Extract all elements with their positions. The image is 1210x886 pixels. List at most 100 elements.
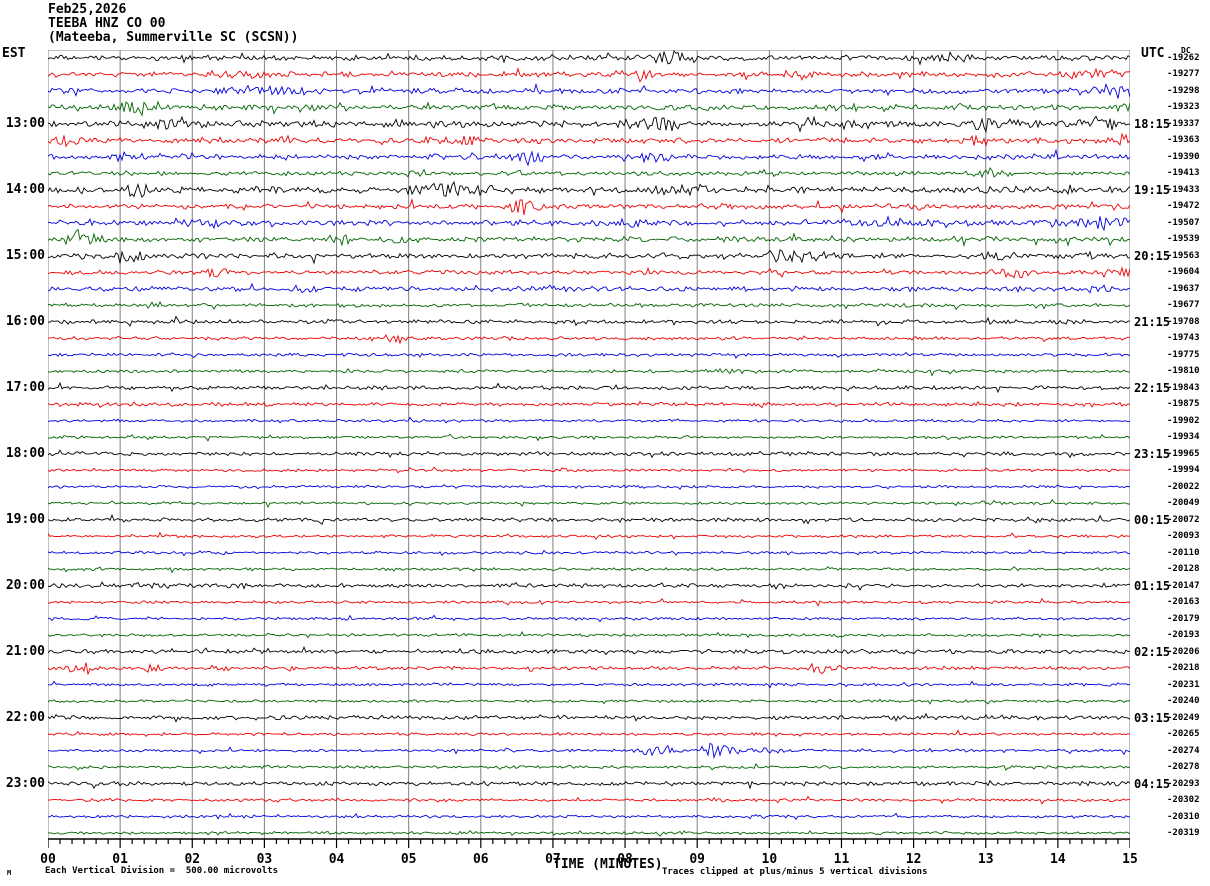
station-location: (Mateeba, Summerville SC (SCSN)) bbox=[48, 30, 299, 45]
dc-offset-value: -19810 bbox=[1167, 366, 1200, 377]
trace-row-3 bbox=[48, 82, 1130, 99]
dc-offset-value: -19775 bbox=[1167, 349, 1200, 360]
trace-row-42 bbox=[48, 729, 1130, 737]
dc-offset-value: -19875 bbox=[1167, 399, 1200, 410]
dc-offset-value: -20278 bbox=[1167, 762, 1200, 773]
x-tick-label: 06 bbox=[472, 852, 489, 867]
dc-offset-value: -20218 bbox=[1167, 663, 1200, 674]
trace-row-22 bbox=[48, 400, 1130, 409]
trace-row-36 bbox=[48, 631, 1130, 639]
x-tick-label: 15 bbox=[1122, 852, 1138, 867]
x-tick-label: 09 bbox=[689, 852, 706, 867]
dc-offset-value: -20206 bbox=[1167, 646, 1200, 657]
dc-offset-value: -19965 bbox=[1167, 448, 1200, 459]
trace-row-9 bbox=[48, 180, 1130, 198]
plot-date: Feb25,2026 bbox=[48, 2, 127, 17]
scale-note: Each Vertical Division = 500.00 microvol… bbox=[45, 866, 278, 876]
utc-hour-label: 04:15 bbox=[1134, 776, 1171, 791]
dc-offset-value: -19677 bbox=[1167, 300, 1200, 311]
left-hour-label: 17:00 bbox=[5, 379, 45, 395]
trace-row-14 bbox=[48, 266, 1130, 279]
trace-row-15 bbox=[48, 282, 1130, 294]
dc-offset-value: -20110 bbox=[1167, 547, 1200, 558]
left-hour-label: 19:00 bbox=[5, 511, 45, 527]
trace-row-44 bbox=[48, 762, 1130, 771]
trace-row-35 bbox=[48, 614, 1130, 623]
trace-row-4 bbox=[48, 100, 1130, 117]
dc-offset-value: -19507 bbox=[1167, 217, 1200, 228]
left-hour-label: 14:00 bbox=[5, 181, 45, 197]
clip-note: Traces clipped at plus/minus 5 vertical … bbox=[662, 867, 928, 877]
utc-hour-label: 18:15 bbox=[1134, 116, 1171, 131]
x-tick-label: 02 bbox=[184, 852, 201, 867]
dc-offset-value: -19413 bbox=[1167, 168, 1200, 179]
dc-offset-value: -19637 bbox=[1167, 283, 1200, 294]
x-tick-label: 12 bbox=[905, 852, 922, 867]
x-tick-label: 14 bbox=[1050, 852, 1066, 867]
trace-row-5 bbox=[48, 115, 1130, 134]
watermark-mark: M bbox=[7, 869, 12, 877]
trace-row-11 bbox=[48, 215, 1130, 232]
station-code: TEEBA HNZ CO 00 bbox=[48, 16, 166, 31]
dc-offset-value: -20274 bbox=[1167, 745, 1200, 756]
left-timezone-label: EST bbox=[2, 46, 26, 61]
dc-offset-value: -19298 bbox=[1167, 85, 1200, 96]
utc-hour-label: 23:15 bbox=[1134, 446, 1171, 461]
dc-offset-value: -19433 bbox=[1167, 184, 1200, 195]
trace-row-46 bbox=[48, 795, 1130, 805]
utc-hour-label: 22:15 bbox=[1134, 380, 1171, 395]
x-tick-label: 08 bbox=[617, 852, 633, 867]
dc-offset-value: -19337 bbox=[1167, 118, 1200, 129]
trace-row-40 bbox=[48, 698, 1130, 705]
left-hour-label: 23:00 bbox=[5, 775, 45, 791]
trace-row-19 bbox=[48, 351, 1130, 359]
trace-row-28 bbox=[48, 499, 1130, 508]
x-tick-label: 05 bbox=[400, 852, 417, 867]
trace-row-34 bbox=[48, 597, 1130, 607]
dc-offset-value: -20240 bbox=[1167, 696, 1200, 707]
trace-row-38 bbox=[48, 662, 1130, 675]
trace-row-21 bbox=[48, 381, 1130, 394]
trace-row-12 bbox=[48, 228, 1130, 248]
x-tick-label: 11 bbox=[833, 852, 850, 867]
trace-row-26 bbox=[48, 466, 1130, 474]
x-tick-label: 01 bbox=[112, 852, 128, 867]
dc-offset-value: -19843 bbox=[1167, 382, 1200, 393]
trace-row-16 bbox=[48, 300, 1130, 311]
trace-row-39 bbox=[48, 680, 1130, 689]
utc-hour-label: 02:15 bbox=[1134, 644, 1171, 659]
x-tick-label: 04 bbox=[328, 852, 345, 867]
trace-row-23 bbox=[48, 416, 1130, 424]
dc-offset-value: -20319 bbox=[1167, 828, 1200, 839]
dc-offset-value: -19708 bbox=[1167, 316, 1200, 327]
right-timezone-label: UTC bbox=[1141, 46, 1165, 61]
x-axis-title: TIME (MINUTES) bbox=[553, 857, 663, 872]
dc-offset-value: -19604 bbox=[1167, 267, 1200, 278]
trace-row-27 bbox=[48, 484, 1130, 491]
dc-offset-label: DC bbox=[1181, 46, 1191, 55]
dc-offset-value: -20302 bbox=[1167, 795, 1200, 806]
dc-offset-value: -19563 bbox=[1167, 250, 1200, 261]
trace-row-24 bbox=[48, 433, 1130, 442]
dc-offset-value: -19743 bbox=[1167, 333, 1200, 344]
dc-offset-value: -20310 bbox=[1167, 811, 1200, 822]
dc-offset-value: -19262 bbox=[1167, 53, 1200, 63]
x-tick-label: 07 bbox=[545, 852, 561, 867]
left-hour-label: 16:00 bbox=[5, 313, 45, 329]
trace-row-25 bbox=[48, 449, 1130, 459]
trace-row-1 bbox=[48, 50, 1130, 66]
left-hour-label: 22:00 bbox=[5, 709, 45, 725]
dc-offset-value: -19323 bbox=[1167, 102, 1200, 113]
trace-row-45 bbox=[48, 779, 1130, 790]
dc-offset-value: -19994 bbox=[1167, 465, 1200, 476]
dc-offset-value: -20049 bbox=[1167, 498, 1200, 509]
trace-row-30 bbox=[48, 531, 1130, 540]
x-tick-label: 13 bbox=[977, 852, 994, 867]
trace-row-41 bbox=[48, 712, 1130, 723]
trace-row-6 bbox=[48, 132, 1130, 148]
dc-offset-value: -20128 bbox=[1167, 564, 1200, 575]
left-hour-label: 18:00 bbox=[5, 445, 45, 461]
dc-offset-value: -19539 bbox=[1167, 234, 1200, 245]
trace-row-10 bbox=[48, 198, 1130, 215]
trace-row-2 bbox=[48, 67, 1130, 83]
